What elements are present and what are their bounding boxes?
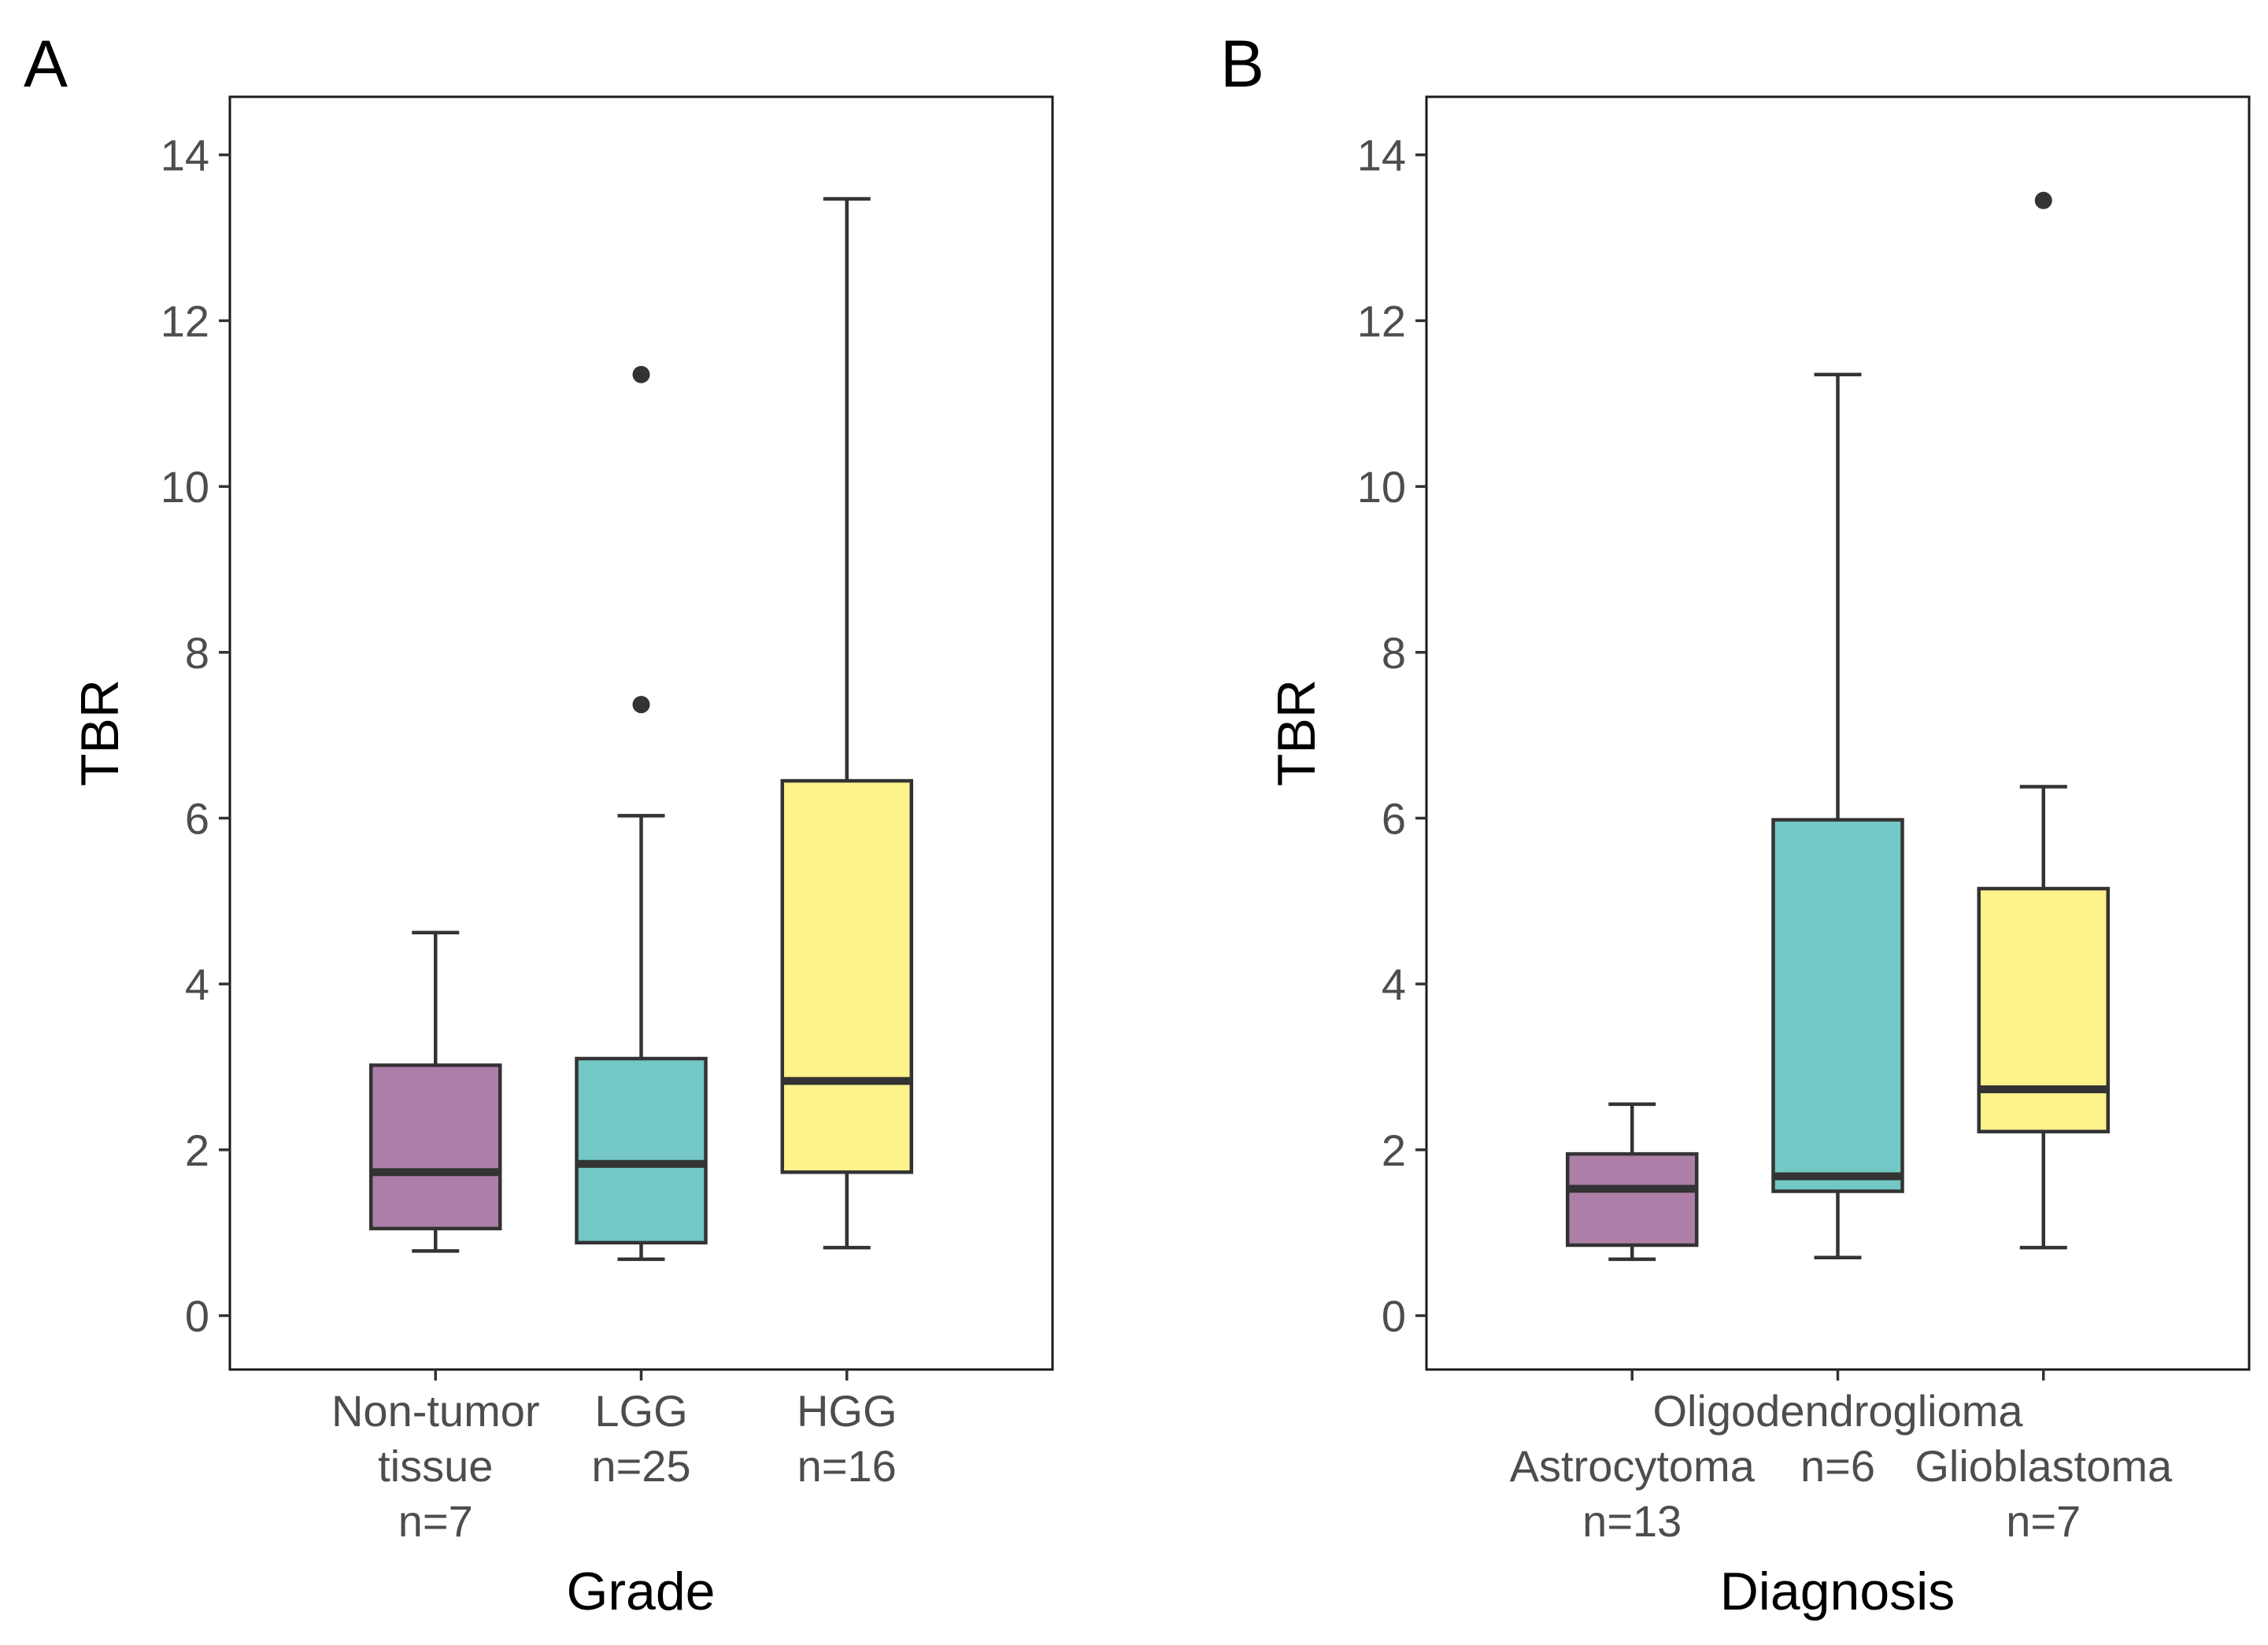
iqr-box bbox=[1977, 886, 2110, 1133]
panel-label: A bbox=[24, 27, 68, 101]
y-axis: 0 2 4 6 8 10 12 14 bbox=[1357, 131, 1426, 1341]
box-hgg bbox=[780, 197, 913, 1250]
y-tick-label: 2 bbox=[185, 1126, 209, 1175]
y-tick-label: 0 bbox=[185, 1292, 209, 1341]
y-tick-label: 2 bbox=[1382, 1126, 1406, 1175]
y-tick-label: 4 bbox=[1382, 959, 1406, 1009]
y-tick-label: 8 bbox=[1382, 628, 1406, 678]
x-tick-label: n=7 bbox=[398, 1496, 473, 1546]
iqr-box bbox=[369, 1063, 502, 1231]
x-tick-label: Astrocytoma bbox=[1510, 1441, 1756, 1491]
y-tick-label: 10 bbox=[1357, 462, 1406, 512]
y-axis-title: TBR bbox=[1267, 679, 1326, 786]
iqr-box bbox=[780, 778, 913, 1174]
x-tick-label: Non-tumor bbox=[331, 1386, 540, 1436]
outlier-point bbox=[632, 696, 650, 714]
outlier-point bbox=[632, 365, 650, 383]
x-tick-label: n=13 bbox=[1582, 1496, 1682, 1546]
x-tick-label: Oligodendroglioma bbox=[1652, 1386, 2023, 1436]
boxes bbox=[369, 197, 913, 1262]
y-tick-label: 8 bbox=[185, 628, 209, 678]
y-tick-label: 14 bbox=[1357, 131, 1406, 180]
x-tick-label: tissue bbox=[378, 1441, 493, 1491]
y-axis: 0 2 4 6 8 10 12 14 bbox=[161, 131, 230, 1341]
box-non-tumor bbox=[369, 930, 502, 1253]
box-astrocytoma bbox=[1566, 1102, 1699, 1262]
iqr-box bbox=[1566, 1152, 1699, 1248]
y-tick-label: 14 bbox=[161, 131, 209, 180]
iqr-box bbox=[575, 1056, 708, 1245]
x-axis-title: Diagnosis bbox=[1720, 1562, 1955, 1621]
x-axis-title: Grade bbox=[567, 1562, 716, 1621]
y-tick-label: 10 bbox=[161, 462, 209, 512]
x-tick-label: n=16 bbox=[797, 1441, 897, 1491]
y-tick-label: 6 bbox=[1382, 793, 1406, 843]
box-lgg bbox=[575, 365, 708, 1262]
x-tick-label: HGG bbox=[797, 1386, 897, 1436]
x-tick-label: n=6 bbox=[1800, 1441, 1875, 1491]
y-tick-label: 6 bbox=[185, 793, 209, 843]
y-tick-label: 4 bbox=[185, 959, 209, 1009]
box-oligodendroglioma bbox=[1771, 372, 1904, 1260]
iqr-box bbox=[1771, 818, 1904, 1193]
x-tick-label: Glioblastoma bbox=[1915, 1441, 2173, 1491]
y-tick-label: 12 bbox=[161, 296, 209, 346]
x-tick-label: n=7 bbox=[2006, 1496, 2081, 1546]
panel-label: B bbox=[1220, 27, 1264, 101]
boxes bbox=[1566, 191, 2110, 1262]
y-tick-label: 12 bbox=[1357, 296, 1406, 346]
x-tick-label: n=25 bbox=[591, 1441, 690, 1491]
y-axis-title: TBR bbox=[70, 679, 130, 786]
x-tick-label: LGG bbox=[594, 1386, 687, 1436]
y-tick-label: 0 bbox=[1382, 1292, 1406, 1341]
box-glioblastoma bbox=[1977, 191, 2110, 1250]
outlier-point bbox=[2034, 191, 2052, 209]
